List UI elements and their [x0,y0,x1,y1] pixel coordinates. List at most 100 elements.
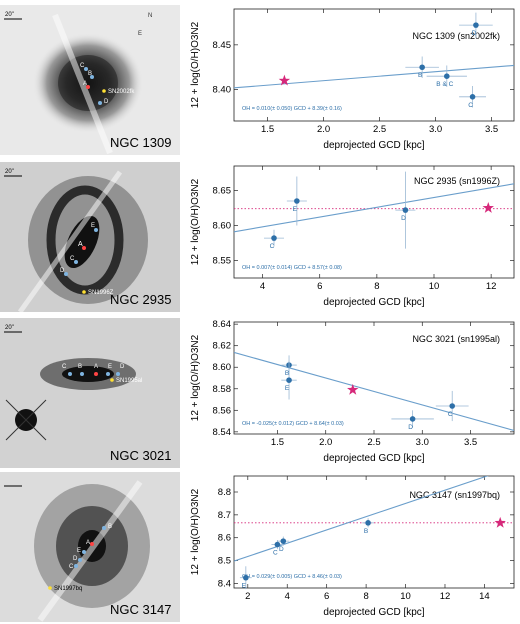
x-axis-label: deprojected GCD [kpc] [323,297,424,308]
y-tick-label: 8.45 [213,40,232,51]
galaxy-image-ngc3147: B A E D C SN1997bq NGC 3147 [0,472,180,622]
x-tick-label: 14 [479,591,490,602]
north-label: N [148,13,152,19]
y-tick-label: 8.4 [218,578,231,589]
region-marker [82,246,86,250]
x-tick-label: 8 [374,281,379,292]
y-tick-label: 8.5 [218,556,231,567]
fit-line [234,64,514,89]
region-label: C [69,564,74,570]
data-point [264,229,284,247]
x-tick-label: 2.5 [367,437,380,448]
x-tick-label: 2.0 [317,124,330,135]
y-axis-label: 12 + log(O/H)O3N2 [190,178,201,265]
fit-equation: OH = 0.029(± 0.005) GCD + 8.46(± 0.03) [242,574,342,580]
x-tick-label: 2 [245,591,250,602]
point-label: C [273,550,278,557]
y-tick-label: 8.54 [213,427,232,438]
y-axis-label: 12 + log(O/H)O3N2 [190,21,201,108]
region-label: C [70,256,75,262]
point-label: B & C [436,81,453,88]
chart-title: NGC 3021 (sn1995al) [412,334,500,344]
fit-equation: OH = 0.007(± 0.014) GCD + 8.57(± 0.08) [242,265,342,271]
region-marker [84,67,88,71]
region-marker [106,372,110,376]
supernova-star-icon [278,74,291,86]
region-marker [90,75,94,79]
region-label: A [86,540,90,546]
chart-ngc3021: NGC 3021 (sn1995al) deprojected GCD [kpc… [190,319,515,464]
point-label: C [270,243,275,250]
galaxy-image-ngc3021: 20" C B A E D SN1995al NGC 3021 [0,318,180,468]
chart-ngc1309: NGC 1309 (sn2002fk) deprojected GCD [kpc… [190,8,515,151]
point-label: B [418,72,422,79]
y-tick-label: 8.64 [213,319,232,330]
region-label: B [88,71,92,77]
panel-row-3: 20" C B A E D SN1995al NGC 3021 NGC 3021… [0,318,520,468]
region-label: E [91,223,95,229]
galaxy-name: NGC 1309 [110,135,171,150]
east-label: E [138,31,142,37]
region-marker [90,542,94,546]
point-label: C [448,411,453,418]
point-label: D [279,546,284,553]
chart-ngc3147: NGC 3147 (sn1997bq) deprojected GCD [kpc… [190,475,515,618]
y-tick-label: 8.58 [213,384,232,395]
x-axis-label: deprojected GCD [kpc] [323,140,424,151]
data-point [459,86,486,108]
point-marker [449,403,456,409]
y-tick-label: 8.55 [213,256,232,267]
region-marker [74,564,78,568]
y-tick-label: 8.62 [213,341,232,352]
fit-equation: OH = 0.010(± 0.050) GCD + 8.39(± 0.16) [242,106,342,112]
region-label: C [80,63,85,69]
point-label: E [293,206,298,213]
fit-equation: OH = -0.025(± 0.012) GCD + 8.64(± 0.03) [242,421,344,427]
region-marker [98,101,102,105]
point-marker [294,198,300,204]
data-point [405,56,439,78]
x-axis-label: deprojected GCD [kpc] [323,453,424,464]
y-tick-label: 8.8 [218,487,231,498]
plot-frame [233,8,515,122]
region-label: B [78,364,82,370]
x-tick-label: 12 [440,591,451,602]
y-tick-label: 8.56 [213,405,232,416]
supernova-star-icon [482,202,494,213]
chart-title: NGC 2935 (sn1996Z) [414,176,500,186]
x-tick-label: 1.5 [271,437,284,448]
x-tick-label: 4 [260,281,265,292]
region-label: A [94,364,98,370]
point-label: D [408,424,413,431]
region-label: E [108,364,112,370]
x-tick-label: 10 [400,591,411,602]
y-axis-label: 12 + log(O/H)O3N2 [190,334,201,421]
region-marker [68,372,72,376]
plot-frame [233,475,515,589]
y-tick-label: 8.65 [213,186,232,197]
point-label: B [364,528,368,535]
galaxy-name: NGC 3021 [110,448,171,463]
x-tick-label: 12 [486,281,497,292]
point-label: E [285,385,290,392]
region-label: D [60,268,65,274]
fit-line [234,351,514,432]
x-tick-label: 10 [429,281,440,292]
region-label: A [83,81,87,87]
data-point [426,65,467,87]
galaxy-name: NGC 3147 [110,602,171,617]
region-label: D [73,556,78,562]
region-marker [94,228,98,232]
data-point [286,176,307,226]
x-tick-label: 1.5 [261,124,274,135]
panel-row-2: 20" E A C D SN1996Z NGC 2935 NGC 2935 (s… [0,162,520,312]
region-marker [116,372,120,376]
region-marker [86,85,90,89]
region-marker [80,372,84,376]
scale-label: 20" [5,12,14,18]
point-marker [365,520,371,526]
y-tick-label: 8.60 [213,221,232,232]
galaxy-image-ngc2935: 20" E A C D SN1996Z NGC 2935 [0,162,180,312]
sn-label: SN1997bq [54,586,82,592]
region-label: A [78,241,83,248]
